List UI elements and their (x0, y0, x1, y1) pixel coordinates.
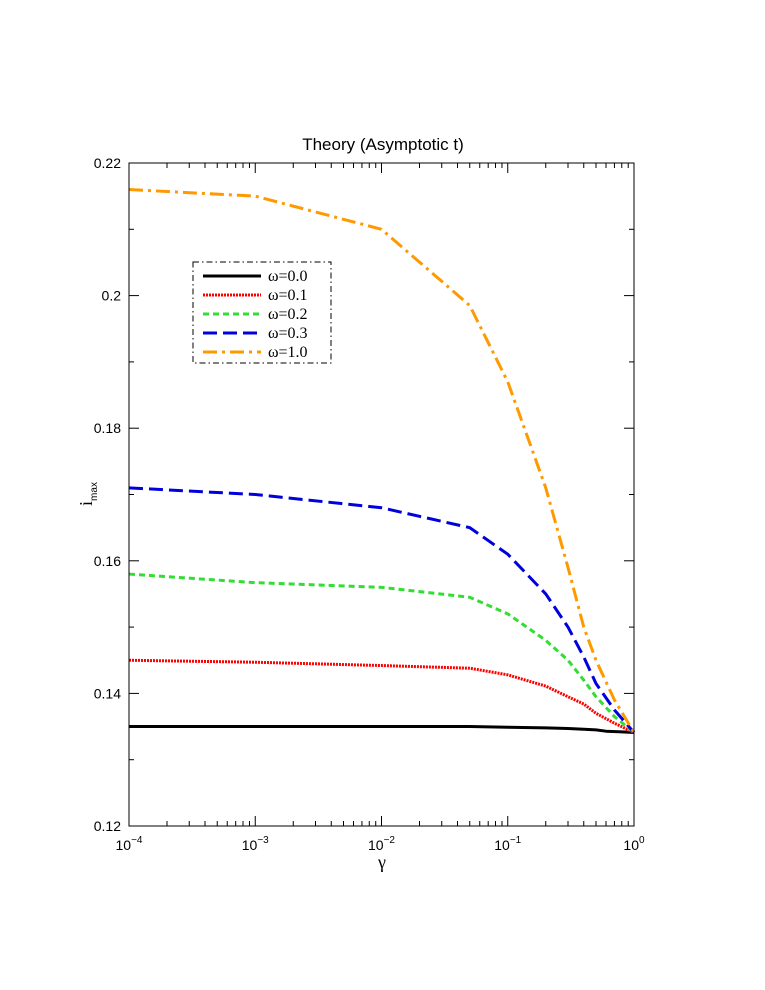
y-tick-label-3: 0.18 (94, 420, 121, 436)
x-tick-label-3: 10−1 (494, 835, 521, 853)
y-tick-label-4: 0.2 (102, 288, 122, 304)
y-axis-label: imax (76, 482, 100, 506)
series-line-3 (128, 486, 636, 734)
legend-box (192, 261, 332, 364)
legend-label-1: ω=0.1 (268, 287, 308, 304)
series-line-4 (128, 188, 636, 734)
y-axis-label-subscript: max (89, 482, 100, 501)
x-tick-label-4: 100 (623, 835, 645, 853)
legend-label-2: ω=0.2 (268, 306, 308, 323)
y-tick-label-5: 0.22 (94, 155, 121, 171)
legend-items: ω=0.0 ω=0.1 ω=0.2 ω=0.3 ω=1.0 (203, 268, 308, 361)
y-tick-label-2: 0.16 (94, 553, 121, 569)
chart-title: Theory (Asymptotic t) (302, 135, 464, 154)
x-tick-label-0: 10−4 (116, 835, 143, 853)
x-tick-label-2: 10−2 (368, 835, 395, 853)
series-layer (128, 188, 636, 735)
y-axis-label-text: imax (76, 482, 100, 506)
y-tick-label-1: 0.14 (94, 685, 121, 701)
legend-label-0: ω=0.0 (268, 268, 308, 285)
y-tick-label-0: 0.12 (94, 818, 121, 834)
x-tick-label-1: 10−3 (242, 835, 269, 853)
series-line-0 (129, 725, 635, 735)
ticks-layer: 0.12 0.14 0.16 0.18 0.2 0.22 10−4 10−3 10−2 10−1 1… (94, 155, 645, 853)
legend: ω=0.0 ω=0.1 ω=0.2 ω=0.3 ω=1.0 (192, 261, 332, 364)
series-line-1 (128, 658, 635, 734)
legend-label-4: ω=1.0 (268, 344, 308, 361)
y-axis-label-main: i (76, 501, 96, 506)
series-line-2 (128, 572, 635, 734)
x-axis-label: γ (377, 852, 386, 872)
legend-label-3: ω=0.3 (268, 325, 308, 342)
